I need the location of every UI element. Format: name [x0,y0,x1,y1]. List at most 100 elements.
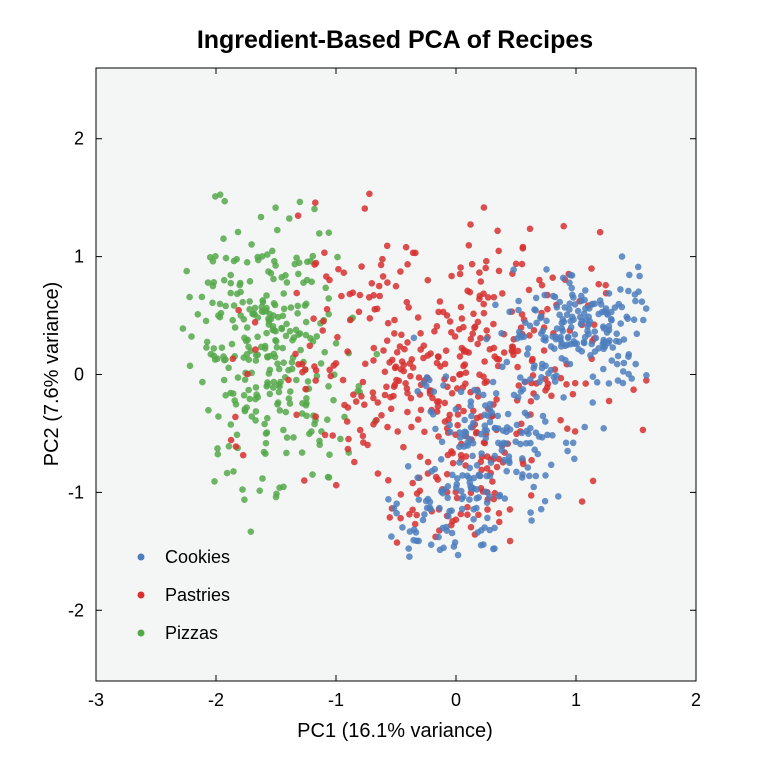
point-pizzas [211,356,219,363]
point-pizzas [286,327,294,335]
point-pizzas [276,407,284,414]
point-cookies [545,370,552,377]
point-cookies [573,340,581,347]
point-cookies [447,428,454,436]
point-pizzas [237,279,244,287]
point-cookies [524,412,531,419]
point-cookies [524,464,532,471]
point-pastries [355,308,363,316]
point-pizzas [205,406,212,414]
point-pizzas [311,205,318,213]
point-cookies [551,345,558,353]
point-pastries [383,242,391,250]
point-pastries [494,227,501,235]
point-pastries [370,421,377,428]
point-pizzas [330,396,337,404]
point-pizzas [229,390,237,397]
point-cookies [623,313,630,321]
point-pizzas [203,338,211,346]
point-pastries [377,261,385,269]
point-pizzas [302,402,310,409]
point-pizzas [218,344,226,352]
point-cookies [427,541,435,548]
point-pastries [506,537,514,545]
point-pastries [582,380,589,387]
point-cookies [626,271,633,279]
point-cookies [415,496,423,504]
point-cookies [513,468,520,476]
point-cookies [539,327,546,335]
point-pastries [295,361,302,368]
point-pastries [321,249,328,256]
point-cookies [555,493,562,500]
point-pizzas [204,279,212,286]
point-pastries [549,274,556,282]
point-cookies [466,435,474,443]
point-pastries [227,436,235,444]
point-cookies [630,316,638,324]
point-pastries [401,345,408,353]
x-tick-label: 0 [451,690,461,710]
point-cookies [442,373,450,380]
point-cookies [429,411,437,418]
point-pastries [366,190,373,198]
point-pastries [528,456,535,464]
point-pizzas [355,383,363,390]
point-pastries [569,390,577,398]
point-pizzas [261,342,269,350]
point-pastries [589,477,597,485]
point-pastries [344,445,352,453]
point-cookies [491,424,499,432]
point-pastries [398,358,406,365]
point-pastries [391,330,398,337]
point-pizzas [207,350,215,358]
point-cookies [405,545,413,552]
point-pizzas [294,310,301,317]
point-pastries [402,243,410,251]
point-pastries [464,503,471,511]
point-cookies [456,459,463,466]
point-cookies [530,483,537,491]
point-cookies [608,357,616,364]
point-cookies [559,274,567,282]
point-cookies [470,474,478,482]
point-cookies [632,360,639,368]
point-pizzas [237,288,244,296]
point-pizzas [243,324,251,331]
point-pizzas [316,230,323,237]
point-cookies [533,393,540,401]
point-cookies [592,334,600,342]
point-cookies [486,400,494,408]
point-cookies [560,394,567,401]
point-cookies [487,459,495,467]
point-pizzas [296,198,304,206]
point-pizzas [293,254,300,262]
point-pizzas [283,279,291,286]
point-cookies [466,496,473,503]
point-pastries [285,376,292,384]
point-pastries [467,523,475,531]
point-cookies [439,489,447,497]
point-cookies [444,494,452,502]
point-pizzas [266,390,274,398]
point-cookies [517,374,524,381]
point-pizzas [263,429,271,436]
point-pizzas [252,357,260,364]
point-pizzas [223,469,231,477]
point-pizzas [325,295,333,302]
point-cookies [415,537,423,545]
point-pastries [527,492,535,499]
point-pastries [469,330,477,338]
point-pastries [409,506,416,514]
point-pastries [378,412,385,419]
point-cookies [484,514,491,522]
point-pastries [370,394,377,402]
point-cookies [609,344,617,351]
point-pizzas [297,346,304,354]
point-cookies [503,467,511,475]
point-pastries [467,221,474,228]
point-pastries [483,465,491,472]
point-cookies [506,459,513,467]
point-pastries [381,368,389,376]
point-pastries [564,425,571,433]
